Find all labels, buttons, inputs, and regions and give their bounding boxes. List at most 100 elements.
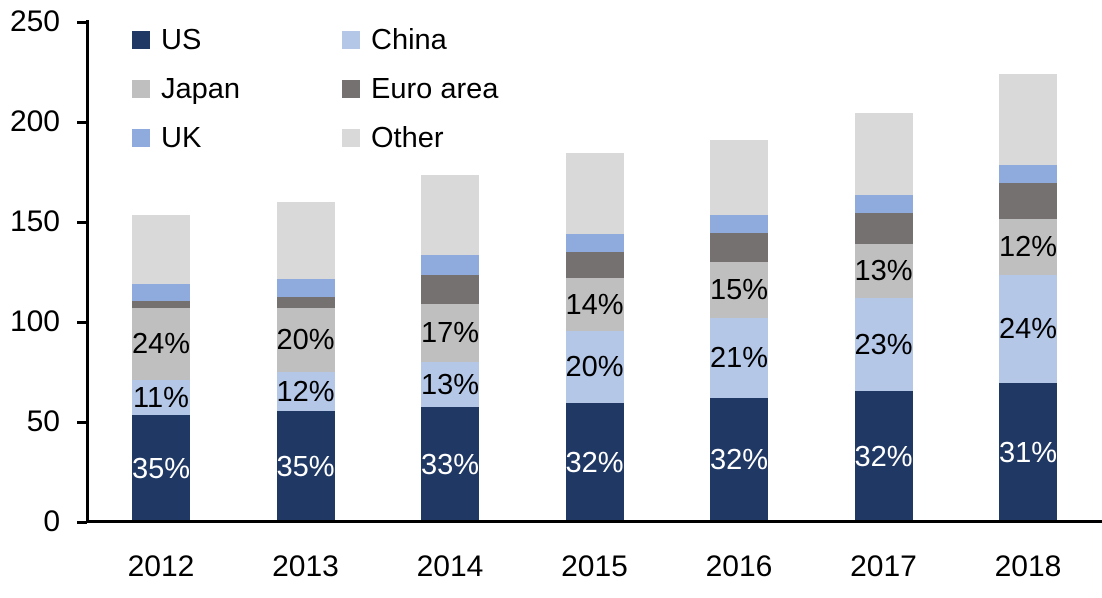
legend-item-uk: UK: [132, 122, 202, 154]
segment-data-label: 31%: [998, 436, 1058, 469]
y-axis-line: [86, 20, 89, 523]
bar-segment-uk: [854, 195, 913, 213]
legend-item-china: China: [342, 24, 447, 56]
segment-data-label: 14%: [565, 288, 624, 321]
bar-segment-us: [421, 407, 479, 522]
bar-segment-japan: [421, 304, 479, 362]
bar-segment-other: [132, 215, 190, 284]
bar-segment-other: [421, 175, 479, 255]
x-axis-category-label: 2013: [272, 550, 339, 583]
y-axis-tick-label: 50: [26, 405, 60, 438]
bar-segment-uk: [999, 165, 1057, 183]
bar-segment-china: [854, 298, 913, 391]
segment-data-label: 13%: [420, 368, 480, 401]
y-axis-tick-label: 0: [43, 505, 60, 538]
segment-data-label: 17%: [420, 317, 480, 349]
segment-data-label: 12%: [998, 231, 1058, 263]
y-axis-tick-label: 250: [9, 5, 60, 38]
legend-label: China: [371, 24, 447, 56]
bar-segment-euro-area: [565, 252, 624, 278]
y-axis-tick: [77, 21, 87, 24]
bar-segment-japan: [999, 219, 1057, 275]
bar-segment-japan: [854, 244, 913, 298]
bar-segment-china: [565, 331, 624, 403]
y-axis-tick-label: 150: [9, 205, 60, 238]
bar-segment-us: [132, 415, 190, 522]
bar-segment-uk: [421, 255, 479, 275]
legend-label: Euro area: [371, 73, 499, 105]
segment-data-label: 24%: [998, 313, 1058, 345]
bar-segment-uk: [710, 215, 768, 233]
x-axis-category-label: 2014: [416, 550, 484, 583]
bar-segment-japan: [276, 308, 335, 372]
bar-segment-euro-area: [132, 301, 190, 308]
y-axis-tick: [77, 221, 87, 224]
bar-segment-uk: [276, 279, 335, 297]
y-axis-tick: [77, 421, 87, 424]
bar-segment-china: [132, 380, 190, 415]
y-axis-tick: [77, 121, 87, 124]
x-axis-category-label: 2015: [561, 550, 628, 583]
segment-data-label: 20%: [276, 324, 335, 356]
bar-segment-other: [999, 74, 1057, 165]
bar-segment-china: [276, 372, 335, 411]
bar-segment-japan: [710, 262, 768, 318]
segment-data-label: 35%: [131, 452, 191, 485]
bar-segment-japan: [565, 278, 624, 331]
bar-segment-us: [854, 391, 913, 522]
legend-swatch-japan: [132, 80, 150, 98]
segment-data-label: 21%: [709, 342, 769, 374]
bar-segment-uk: [565, 234, 624, 252]
legend-item-euro-area: Euro area: [342, 73, 499, 105]
bar-segment-japan: [132, 308, 190, 380]
bar-segment-us: [565, 403, 624, 522]
segment-data-label: 35%: [276, 450, 335, 483]
legend-label: UK: [161, 122, 202, 154]
y-axis-tick-label: 100: [9, 305, 60, 338]
y-axis-tick: [77, 521, 87, 524]
segment-data-label: 32%: [709, 444, 769, 476]
legend-swatch-euro-area: [342, 80, 360, 98]
x-axis-category-label: 2018: [994, 550, 1062, 583]
x-axis-category-label: 2016: [705, 550, 773, 583]
bar-segment-other: [565, 153, 624, 234]
segment-data-label: 24%: [131, 328, 191, 360]
segment-data-label: 15%: [709, 274, 769, 306]
segment-data-label: 32%: [854, 440, 913, 473]
segment-data-label: 12%: [276, 375, 335, 408]
y-axis-tick-label: 200: [9, 105, 60, 138]
y-axis-tick: [77, 321, 87, 324]
x-axis-category-label: 2012: [127, 550, 195, 583]
legend-item-other: Other: [342, 122, 444, 154]
legend-swatch-us: [132, 31, 150, 49]
bar-segment-other: [854, 113, 913, 195]
bar-segment-us: [710, 398, 768, 522]
legend-swatch-uk: [132, 129, 150, 147]
legend-label: Japan: [161, 73, 241, 105]
bar-segment-euro-area: [854, 213, 913, 244]
segment-data-label: 20%: [565, 351, 624, 383]
bar-segment-other: [276, 202, 335, 279]
segment-data-label: 33%: [420, 448, 480, 481]
segment-data-label: 23%: [854, 328, 913, 361]
segment-data-label: 32%: [565, 446, 624, 479]
bar-segment-euro-area: [710, 233, 768, 262]
legend-item-us: US: [132, 24, 202, 56]
bar-segment-other: [710, 140, 768, 215]
bar-segment-euro-area: [276, 297, 335, 308]
bar-segment-china: [710, 318, 768, 398]
legend-swatch-china: [342, 31, 360, 49]
bar-segment-uk: [132, 284, 190, 301]
legend-label: Other: [371, 122, 444, 154]
bar-segment-euro-area: [999, 183, 1057, 219]
bar-segment-us: [276, 411, 335, 522]
legend-label: US: [161, 24, 202, 56]
bar-segment-us: [999, 383, 1057, 522]
bar-segment-euro-area: [421, 275, 479, 304]
legend-swatch-other: [342, 129, 360, 147]
segment-data-label: 13%: [854, 255, 913, 287]
x-axis-category-label: 2017: [850, 550, 917, 583]
legend-item-japan: Japan: [132, 73, 241, 105]
bar-segment-china: [999, 275, 1057, 383]
